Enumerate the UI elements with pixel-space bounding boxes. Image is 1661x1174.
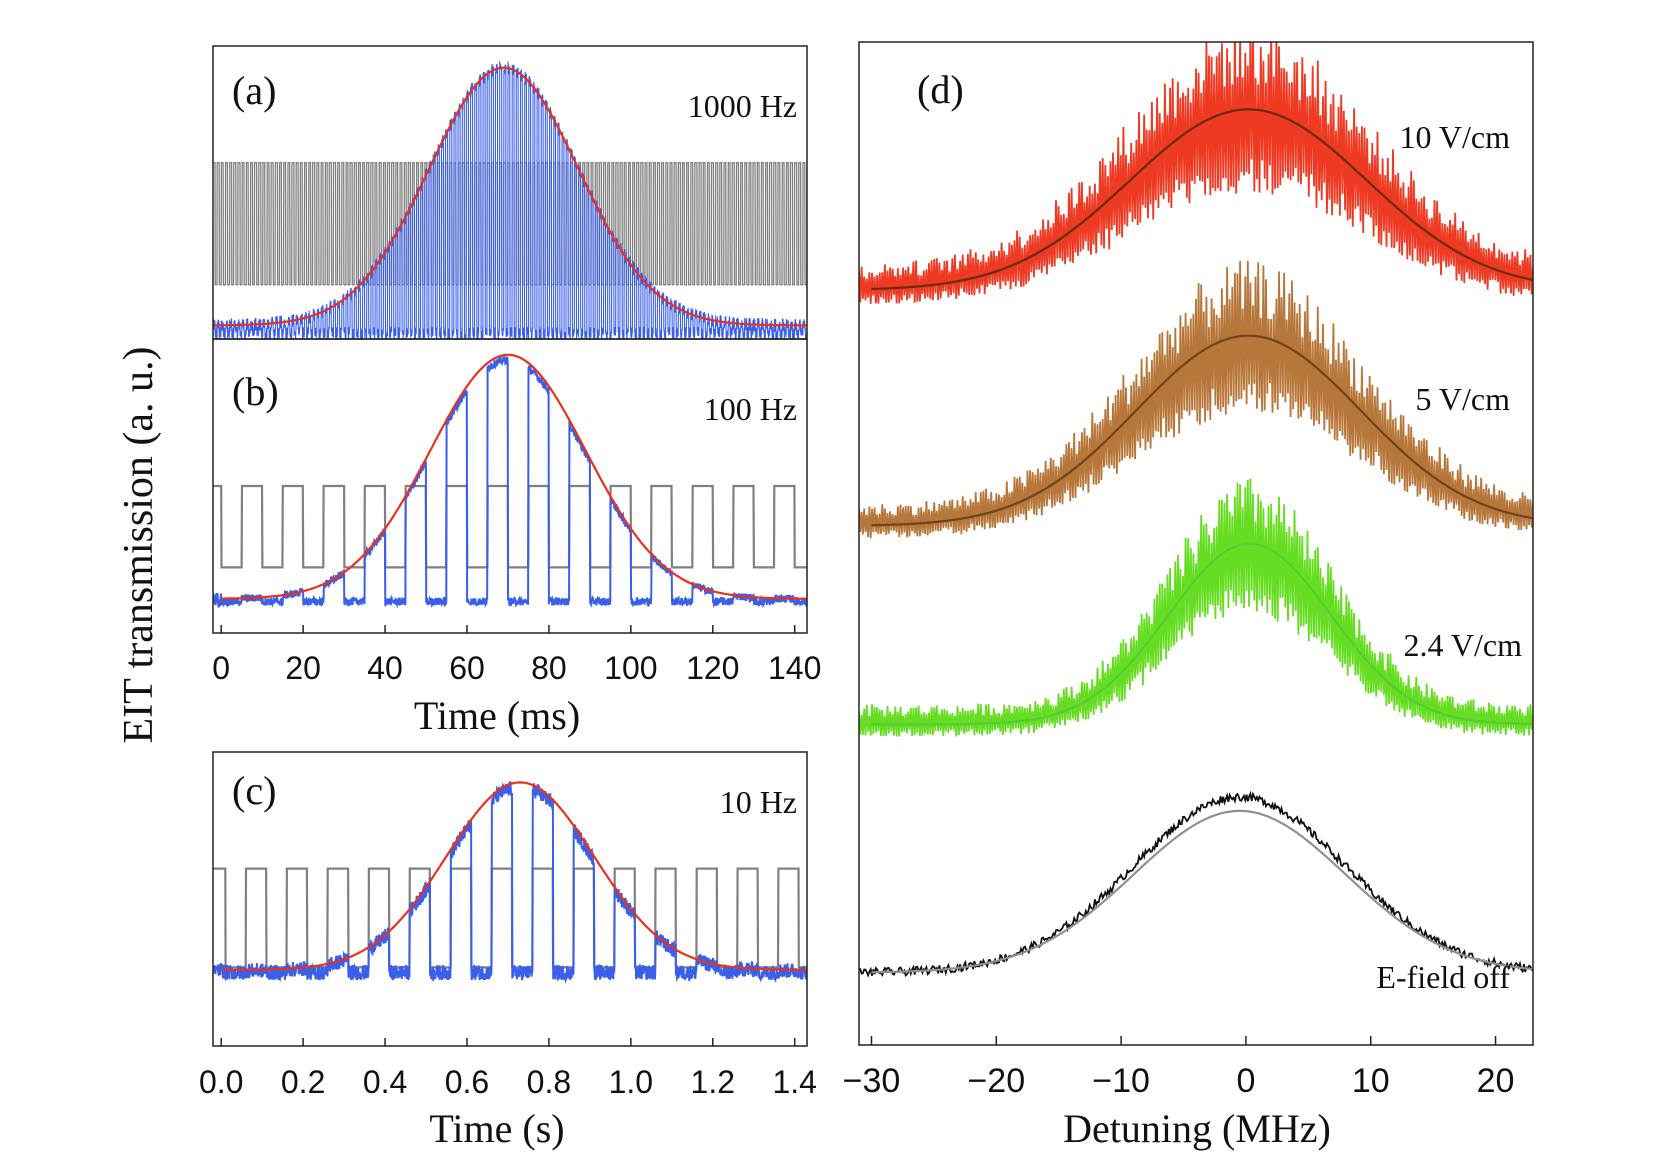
x-tick-label: 0.0: [199, 1064, 243, 1100]
panel-d: (d) 10 V/cm 5 V/cm 2.4 V/cm E-field off …: [843, 41, 1534, 1151]
panel-d-series-label-10: 10 V/cm: [1399, 119, 1510, 155]
x-tick-label: 120: [686, 650, 739, 686]
eit-signal-trace: [213, 61, 807, 339]
panel-a-annotation: 1000 Hz: [688, 88, 797, 124]
panel-b-label: (b): [232, 369, 279, 414]
x-tick-label: 60: [449, 650, 485, 686]
detuning-trace-0: [859, 42, 1533, 304]
panel-c-label: (c): [232, 768, 276, 813]
panel-a-label: (a): [232, 68, 276, 113]
panel-c: (c) 10 Hz 0.0 0.2 0.4 0.6 0.8 1.0 1.2 1.4 Time …: [199, 751, 817, 1151]
modulation-trace: [213, 484, 807, 569]
panel-b: (b) 100 Hz 0 20 40 60 80 100 120 140 Time (ms): [212, 338, 821, 738]
panel-b-frame: [212, 338, 808, 634]
gaussian-fit-curve: [221, 781, 807, 971]
gaussian-fit-curve: [221, 353, 807, 600]
detuning-fit-3: [871, 809, 1533, 974]
panel-c-x-ticks: 0.0 0.2 0.4 0.6 0.8 1.0 1.2 1.4: [199, 1038, 817, 1100]
panel-b-annotation: 100 Hz: [704, 391, 797, 427]
x-tick-label: 80: [531, 650, 567, 686]
panel-b-x-ticks: 0 20 40 60 80 100 120 140: [212, 625, 821, 686]
panel-c-annotation: 10 Hz: [720, 784, 797, 820]
detuning-fit-2: [871, 542, 1533, 726]
panel-b-x-label: Time (ms): [414, 693, 580, 738]
detuning-trace-3: [859, 790, 1533, 978]
panel-a: (a) 1000 Hz: [212, 45, 808, 340]
x-tick-label: 1.4: [772, 1064, 816, 1100]
panel-d-series-label-off: E-field off: [1376, 959, 1510, 995]
detuning-fit-1: [871, 334, 1533, 527]
panel-d-series-label-2-4: 2.4 V/cm: [1403, 627, 1522, 663]
panel-a-plot-area: [213, 61, 807, 339]
x-tick-label: 1.2: [691, 1064, 735, 1100]
panel-b-plot-area: [213, 353, 807, 609]
modulation-trace: [213, 867, 807, 969]
panel-c-plot-area: [213, 781, 807, 984]
x-tick-label: 0.4: [363, 1064, 407, 1100]
x-tick-label: −20: [967, 1062, 1025, 1100]
x-tick-label: 20: [1477, 1062, 1515, 1100]
detuning-fit-0: [871, 108, 1533, 291]
gaussian-fit-curve: [213, 66, 807, 327]
panel-d-label: (d): [917, 67, 964, 112]
x-tick-label: 10: [1352, 1062, 1390, 1100]
panel-d-plot-area: [859, 42, 1533, 978]
x-tick-label: 100: [604, 650, 657, 686]
x-tick-label: 0.2: [281, 1064, 325, 1100]
panel-d-series-label-5: 5 V/cm: [1415, 381, 1510, 417]
detuning-trace-1: [859, 260, 1533, 539]
y-axis-label: EIT transmission (a. u.): [116, 347, 162, 744]
x-tick-label: 0: [1236, 1062, 1255, 1100]
panel-d-x-ticks: −30 −20 −10 0 10 20: [843, 1036, 1515, 1100]
x-tick-label: 0: [212, 650, 230, 686]
x-tick-label: −30: [843, 1062, 901, 1100]
x-tick-label: −10: [1092, 1062, 1150, 1100]
panel-d-frame: [858, 41, 1534, 1046]
panel-d-x-label: Detuning (MHz): [1063, 1106, 1331, 1151]
x-tick-label: 1.0: [609, 1064, 653, 1100]
x-tick-label: 40: [367, 650, 403, 686]
panel-c-x-label: Time (s): [429, 1106, 564, 1151]
panel-c-frame: [212, 751, 808, 1047]
x-tick-label: 0.6: [445, 1064, 489, 1100]
x-tick-label: 20: [285, 650, 321, 686]
x-tick-label: 0.8: [527, 1064, 571, 1100]
x-tick-label: 140: [768, 650, 821, 686]
